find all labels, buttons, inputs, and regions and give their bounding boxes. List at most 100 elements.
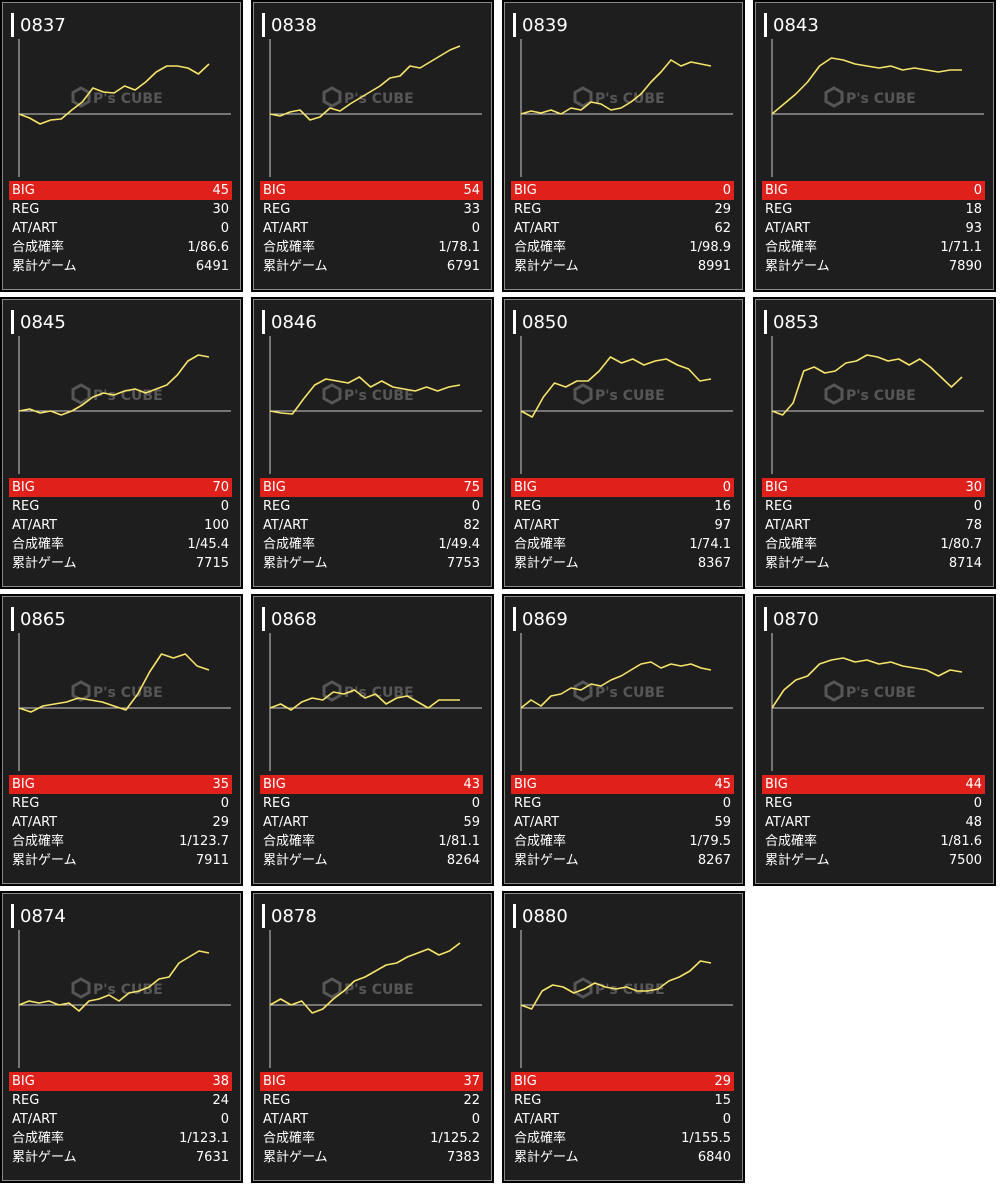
card-panel: 0837 P's CUBE BIG 45 REG 30 AT/ART 0 合成確率 1/86.6 累… (2, 2, 241, 290)
reg-row: REG 0 (260, 497, 483, 516)
combined-rate-row: 合成確率 1/86.6 (9, 238, 232, 257)
watermark-logo: P's CUBE (573, 977, 665, 999)
at-art-row: AT/ART 100 (9, 516, 232, 535)
watermark-text: P's CUBE (846, 388, 916, 404)
machine-card-0853[interactable]: 0853 P's CUBE BIG 30 REG 0 AT/ART 78 合成確率 1/80.7 累… (753, 297, 996, 589)
at-art-row-value: 93 (965, 221, 982, 236)
watermark-text: P's CUBE (344, 388, 414, 404)
card-panel: 0838 P's CUBE BIG 54 REG 33 AT/ART 0 合成確率 1/78.1 累… (253, 2, 492, 290)
watermark-logo: P's CUBE (71, 977, 163, 999)
total-games-row-value: 7631 (195, 1150, 229, 1165)
at-art-row-label: AT/ART (765, 221, 811, 236)
big-row-label: BIG (514, 777, 537, 792)
reg-row-value: 0 (471, 796, 480, 811)
slump-line (520, 59, 712, 115)
total-games-row-value: 8264 (446, 853, 480, 868)
title-accent (11, 310, 14, 334)
at-art-row-label: AT/ART (263, 815, 309, 830)
machine-card-0838[interactable]: 0838 P's CUBE BIG 54 REG 33 AT/ART 0 合成確率 1/78.1 累… (251, 0, 494, 292)
big-row-value: 45 (212, 183, 229, 198)
machine-card-0878[interactable]: 0878 P's CUBE BIG 37 REG 22 AT/ART 0 合成確率 1/125.2… (251, 891, 494, 1183)
machine-card-0868[interactable]: 0868 P's CUBE BIG 43 REG 0 AT/ART 59 合成確率 1/81.1 累… (251, 594, 494, 886)
cube-logo-icon (322, 86, 342, 108)
slump-graph: P's CUBE (520, 39, 733, 177)
reg-row: REG 22 (260, 1091, 483, 1110)
machine-card-0845[interactable]: 0845 P's CUBE BIG 70 REG 0 AT/ART 100 合成確率 1/45.4… (0, 297, 243, 589)
combined-rate-row: 合成確率 1/45.4 (9, 535, 232, 554)
total-games-row: 累計ゲーム 7383 (260, 1148, 483, 1167)
slump-graph: P's CUBE (269, 336, 482, 474)
total-games-row-value: 7911 (195, 853, 229, 868)
slump-line (520, 356, 712, 418)
big-row: BIG 38 (9, 1072, 232, 1091)
reg-row: REG 30 (9, 200, 232, 219)
combined-rate-row-value: 1/125.2 (430, 1131, 480, 1146)
combined-rate-row-value: 1/123.1 (179, 1131, 229, 1146)
combined-rate-row-label: 合成確率 (263, 1131, 316, 1146)
total-games-row-value: 7383 (446, 1150, 480, 1165)
at-art-row: AT/ART 59 (511, 813, 734, 832)
watermark-text: P's CUBE (344, 982, 414, 998)
reg-row: REG 0 (762, 497, 985, 516)
card-panel: 0850 P's CUBE BIG 0 REG 16 AT/ART 97 合成確率 1/74.1 累… (504, 299, 743, 587)
title-accent (262, 13, 265, 37)
combined-rate-row-label: 合成確率 (12, 240, 65, 255)
machine-card-0870[interactable]: 0870 P's CUBE BIG 44 REG 0 AT/ART 48 合成確率 1/81.6 累… (753, 594, 996, 886)
at-art-row-value: 0 (220, 221, 229, 236)
reg-row: REG 24 (9, 1091, 232, 1110)
big-row: BIG 0 (762, 181, 985, 200)
reg-row-value: 29 (714, 202, 731, 217)
big-row-value: 0 (973, 183, 982, 198)
machine-card-0846[interactable]: 0846 P's CUBE BIG 75 REG 0 AT/ART 82 合成確率 1/49.4 累… (251, 297, 494, 589)
total-games-row: 累計ゲーム 7715 (9, 554, 232, 573)
total-games-row-value: 8367 (697, 556, 731, 571)
at-art-row-label: AT/ART (12, 815, 58, 830)
card-panel: 0839 P's CUBE BIG 0 REG 29 AT/ART 62 合成確率 1/98.9 累… (504, 2, 743, 290)
big-row-value: 35 (212, 777, 229, 792)
big-row-label: BIG (765, 777, 788, 792)
combined-rate-row-value: 1/49.4 (438, 537, 480, 552)
slump-graph: P's CUBE (269, 39, 482, 177)
at-art-row: AT/ART 0 (260, 1110, 483, 1129)
watermark-text: P's CUBE (846, 685, 916, 701)
watermark-text: P's CUBE (93, 685, 163, 701)
combined-rate-row-label: 合成確率 (514, 537, 567, 552)
big-row-value: 44 (965, 777, 982, 792)
stats-table: BIG 38 REG 24 AT/ART 0 合成確率 1/123.1 累計ゲーム 7631 (9, 1072, 232, 1167)
slump-graph: P's CUBE (18, 633, 231, 771)
reg-row-label: REG (765, 202, 793, 217)
combined-rate-row-label: 合成確率 (263, 834, 316, 849)
total-games-row-label: 累計ゲーム (263, 259, 328, 274)
slump-line (269, 942, 461, 1014)
slump-line (18, 354, 210, 416)
machine-card-0869[interactable]: 0869 P's CUBE BIG 45 REG 0 AT/ART 59 合成確率 1/79.5 累… (502, 594, 745, 886)
watermark-logo: P's CUBE (322, 680, 414, 702)
at-art-row-value: 78 (965, 518, 982, 533)
combined-rate-row-value: 1/78.1 (438, 240, 480, 255)
title-accent (11, 607, 14, 631)
machine-number: 0878 (271, 906, 317, 927)
at-art-row: AT/ART 0 (9, 219, 232, 238)
stats-table: BIG 0 REG 16 AT/ART 97 合成確率 1/74.1 累計ゲーム 8367 (511, 478, 734, 573)
slump-graph: P's CUBE (269, 633, 482, 771)
reg-row-value: 15 (714, 1093, 731, 1108)
cube-logo-icon (573, 680, 593, 702)
machine-card-0850[interactable]: 0850 P's CUBE BIG 0 REG 16 AT/ART 97 合成確率 1/74.1 累… (502, 297, 745, 589)
machine-card-0874[interactable]: 0874 P's CUBE BIG 38 REG 24 AT/ART 0 合成確率 1/123.1… (0, 891, 243, 1183)
at-art-row-label: AT/ART (514, 518, 560, 533)
total-games-row-label: 累計ゲーム (12, 556, 77, 571)
big-row: BIG 54 (260, 181, 483, 200)
card-panel: 0853 P's CUBE BIG 30 REG 0 AT/ART 78 合成確率 1/80.7 累… (755, 299, 994, 587)
at-art-row: AT/ART 97 (511, 516, 734, 535)
big-row-label: BIG (765, 183, 788, 198)
at-art-row: AT/ART 0 (260, 219, 483, 238)
total-games-row-value: 7715 (195, 556, 229, 571)
machine-card-0865[interactable]: 0865 P's CUBE BIG 35 REG 0 AT/ART 29 合成確率 1/123.7… (0, 594, 243, 886)
machine-card-0837[interactable]: 0837 P's CUBE BIG 45 REG 30 AT/ART 0 合成確率 1/86.6 累… (0, 0, 243, 292)
reg-row: REG 0 (260, 794, 483, 813)
machine-card-0843[interactable]: 0843 P's CUBE BIG 0 REG 18 AT/ART 93 合成確率 1/71.1 累… (753, 0, 996, 292)
machine-card-0839[interactable]: 0839 P's CUBE BIG 0 REG 29 AT/ART 62 合成確率 1/98.9 累… (502, 0, 745, 292)
reg-row-value: 33 (463, 202, 480, 217)
watermark-logo: P's CUBE (573, 680, 665, 702)
machine-card-0880[interactable]: 0880 P's CUBE BIG 29 REG 15 AT/ART 0 合成確率 1/155.5… (502, 891, 745, 1183)
